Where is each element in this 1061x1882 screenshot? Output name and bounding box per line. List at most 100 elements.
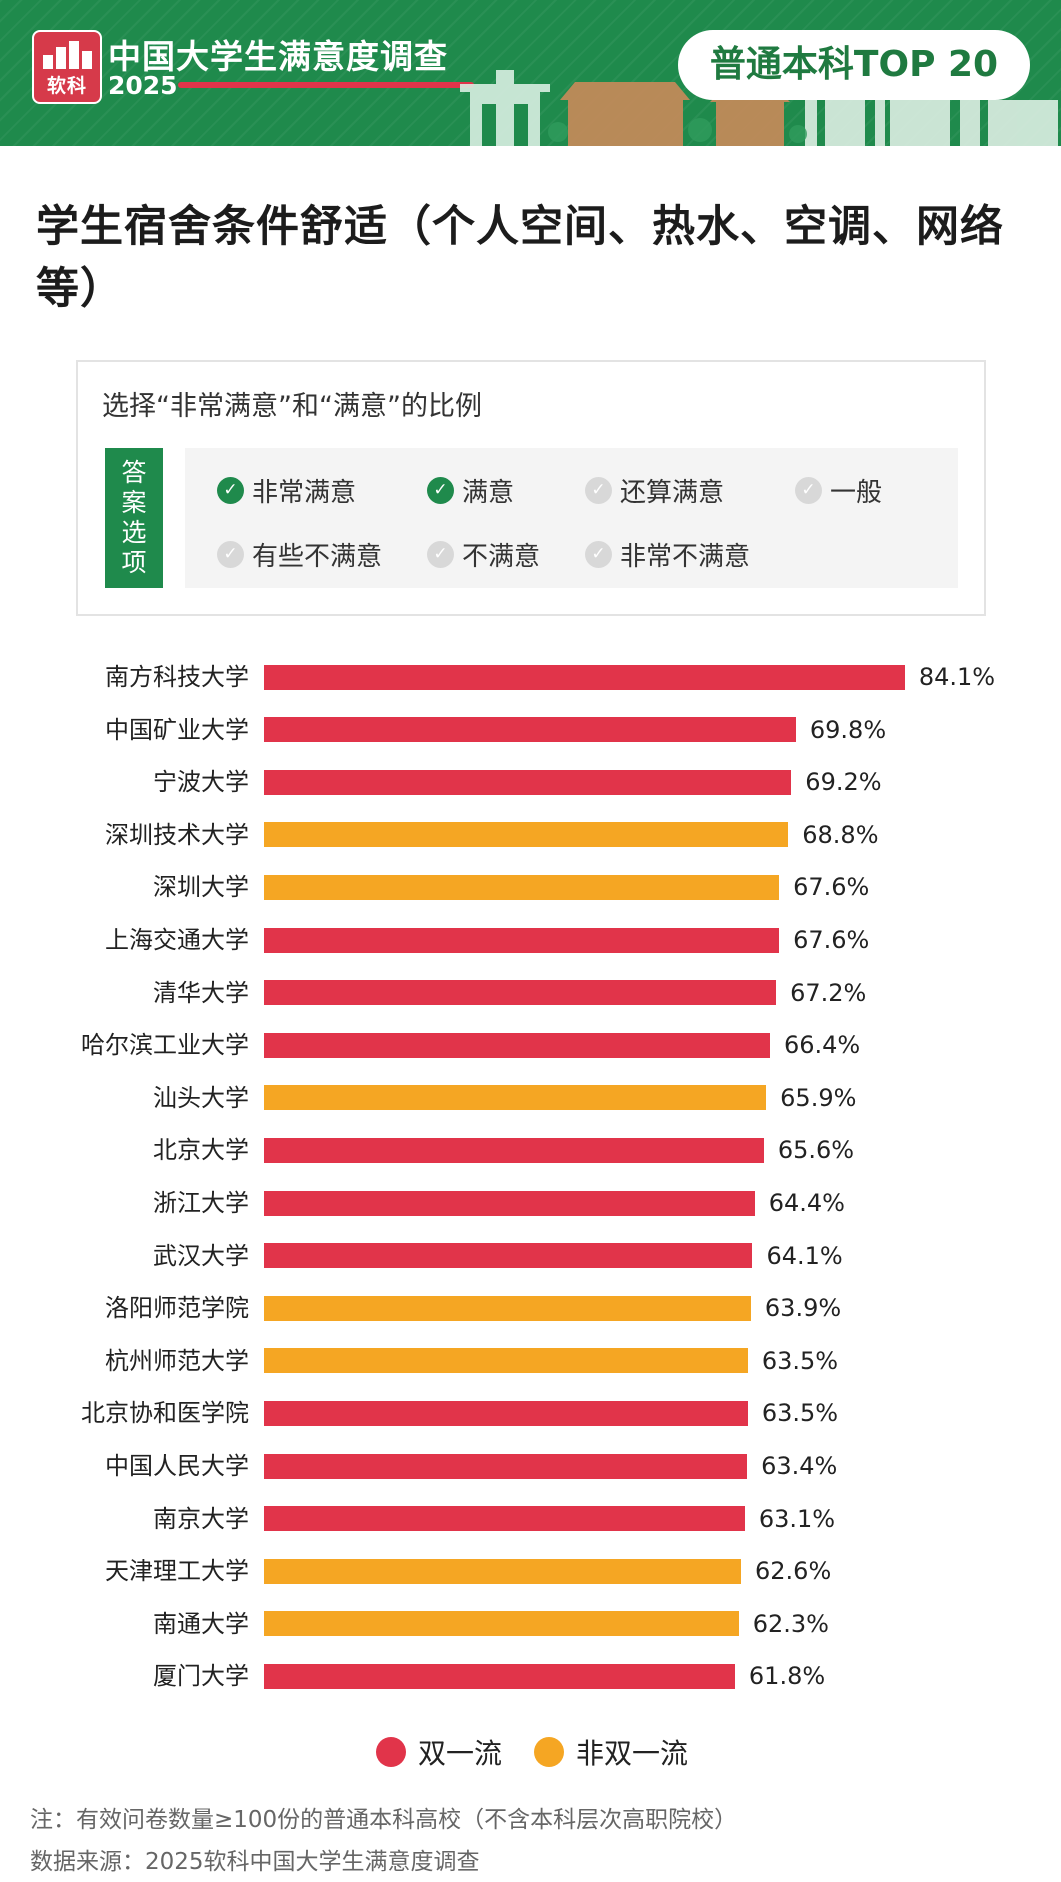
category-label: 厦门大学 <box>153 1662 249 1691</box>
bar <box>264 1085 767 1111</box>
answer-tag-char: 选 <box>121 518 147 547</box>
category-label: 天津理工大学 <box>105 1557 249 1586</box>
option-item: ✓ 非常不满意 <box>585 536 750 573</box>
data-label: 67.6% <box>793 873 870 902</box>
brand-year: 2025 <box>108 71 178 100</box>
option-label: 一般 <box>830 478 883 508</box>
option-list: ✓ 非常满意 ✓ 满意 ✓ 还算满意 ✓ 一般 ✓ 有些不满意 ✓ 不满意 ✓ … <box>185 448 958 588</box>
check-icon: ✓ <box>217 541 244 568</box>
bar <box>264 1400 748 1426</box>
legend-item-non-double-first-class: 非双一流 <box>534 1732 688 1772</box>
option-label: 非常不满意 <box>620 542 751 572</box>
check-icon: ✓ <box>585 477 612 504</box>
data-label: 69.8% <box>809 715 887 744</box>
option-item: ✓ 一般 <box>795 472 882 509</box>
category-label: 杭州师范大学 <box>105 1346 249 1375</box>
option-item: ✓ 有些不满意 <box>217 536 382 573</box>
category-label: 宁波大学 <box>153 768 249 797</box>
category-label: 中国人民大学 <box>105 1452 249 1480</box>
category-label: 中国矿业大学 <box>105 715 249 744</box>
bar <box>264 1295 751 1321</box>
bar <box>264 1558 741 1584</box>
legend-label: 双一流 <box>418 1737 503 1770</box>
answer-options-tag: 答 案 选 项 <box>105 448 163 588</box>
brand-title: 中国大学生满意度调查 <box>108 37 448 76</box>
data-label: 67.2% <box>790 978 867 1007</box>
category-label: 北京大学 <box>153 1136 249 1165</box>
category-label: 南通大学 <box>153 1609 249 1638</box>
option-item: ✓ 还算满意 <box>585 472 724 509</box>
bar <box>264 980 777 1006</box>
category-label: 浙江大学 <box>153 1189 249 1217</box>
legend-dot <box>376 1737 406 1767</box>
option-label: 满意 <box>462 478 515 508</box>
answer-tag-char: 答 <box>121 458 147 487</box>
data-label: 63.1% <box>758 1504 836 1533</box>
data-label: 68.8% <box>802 820 879 849</box>
option-item: ✓ 不满意 <box>427 536 540 573</box>
category-label: 洛阳师范学院 <box>105 1294 249 1323</box>
data-source: 数据来源：2025软科中国大学生满意度调查 <box>30 1849 480 1875</box>
bar <box>264 927 780 953</box>
check-icon: ✓ <box>427 477 454 504</box>
category-label: 南京大学 <box>153 1504 249 1533</box>
ranking-badge: 普通本科TOP 20 <box>678 30 1030 100</box>
legend-item-double-first-class: 双一流 <box>376 1732 502 1772</box>
check-icon: ✓ <box>217 477 244 504</box>
answer-tag-char: 案 <box>121 488 147 517</box>
category-label: 深圳大学 <box>153 873 249 902</box>
option-label: 不满意 <box>462 542 541 572</box>
bar <box>264 1611 739 1637</box>
page-title: 学生宿舍条件舒适（个人空间、热水、空调、网络等） <box>36 202 1004 314</box>
data-label: 69.2% <box>805 768 882 797</box>
data-label: 63.4% <box>761 1452 838 1480</box>
bar <box>264 1348 748 1374</box>
logo-bars-icon <box>43 41 92 69</box>
answer-options-box: 选择“非常满意”和“满意”的比例 答 案 选 项 ✓ 非常满意 ✓ 满意 ✓ 还… <box>76 360 986 616</box>
bar <box>264 1243 753 1269</box>
category-label: 哈尔滨工业大学 <box>81 1031 249 1060</box>
data-label: 62.6% <box>755 1557 832 1586</box>
data-label: 65.9% <box>780 1083 857 1112</box>
data-label: 64.1% <box>766 1241 843 1270</box>
option-item: ✓ 满意 <box>427 472 514 509</box>
answer-caption: 选择“非常满意”和“满意”的比例 <box>102 391 482 422</box>
bar <box>264 1506 745 1532</box>
ruanke-logo: 软科 <box>32 30 102 104</box>
category-label: 北京协和医学院 <box>81 1399 249 1428</box>
category-label: 上海交通大学 <box>105 926 249 954</box>
data-label: 63.5% <box>761 1346 839 1375</box>
answer-tag-char: 项 <box>121 548 147 577</box>
data-label: 84.1% <box>918 663 996 691</box>
category-label: 清华大学 <box>153 978 249 1007</box>
bar <box>264 717 796 743</box>
data-label: 61.8% <box>748 1662 826 1691</box>
bar <box>264 1190 755 1216</box>
bar <box>264 664 905 690</box>
data-label: 64.4% <box>768 1189 845 1217</box>
option-label: 非常满意 <box>252 478 357 508</box>
logo-text: 软科 <box>46 75 87 97</box>
bar <box>264 822 789 848</box>
data-label: 62.3% <box>752 1609 829 1638</box>
category-label: 深圳技术大学 <box>105 820 249 849</box>
data-label: 65.6% <box>777 1136 855 1165</box>
header-banner: 软科 中国大学生满意度调查 2025 普通本科TOP <box>0 0 1061 146</box>
option-label: 有些不满意 <box>252 542 383 572</box>
brand-underline <box>178 82 474 88</box>
bar <box>264 1032 770 1058</box>
check-icon: ✓ <box>427 541 454 568</box>
bar-chart: 南方科技大学 84.1% 中国矿业大学 69.8% 宁波大学 69.2% 深圳技术大学 68.… <box>0 650 1061 1710</box>
option-item: ✓ 非常满意 <box>217 472 356 509</box>
bar <box>264 1453 748 1479</box>
check-icon: ✓ <box>585 541 612 568</box>
bar <box>264 1663 735 1689</box>
check-icon: ✓ <box>795 477 822 504</box>
data-label: 63.5% <box>761 1399 839 1428</box>
data-label: 66.4% <box>783 1031 861 1060</box>
legend-label: 非双一流 <box>576 1737 689 1770</box>
legend-dot <box>534 1737 564 1767</box>
data-label: 63.9% <box>764 1294 842 1323</box>
category-label: 汕头大学 <box>153 1083 249 1112</box>
category-label: 武汉大学 <box>153 1241 249 1270</box>
